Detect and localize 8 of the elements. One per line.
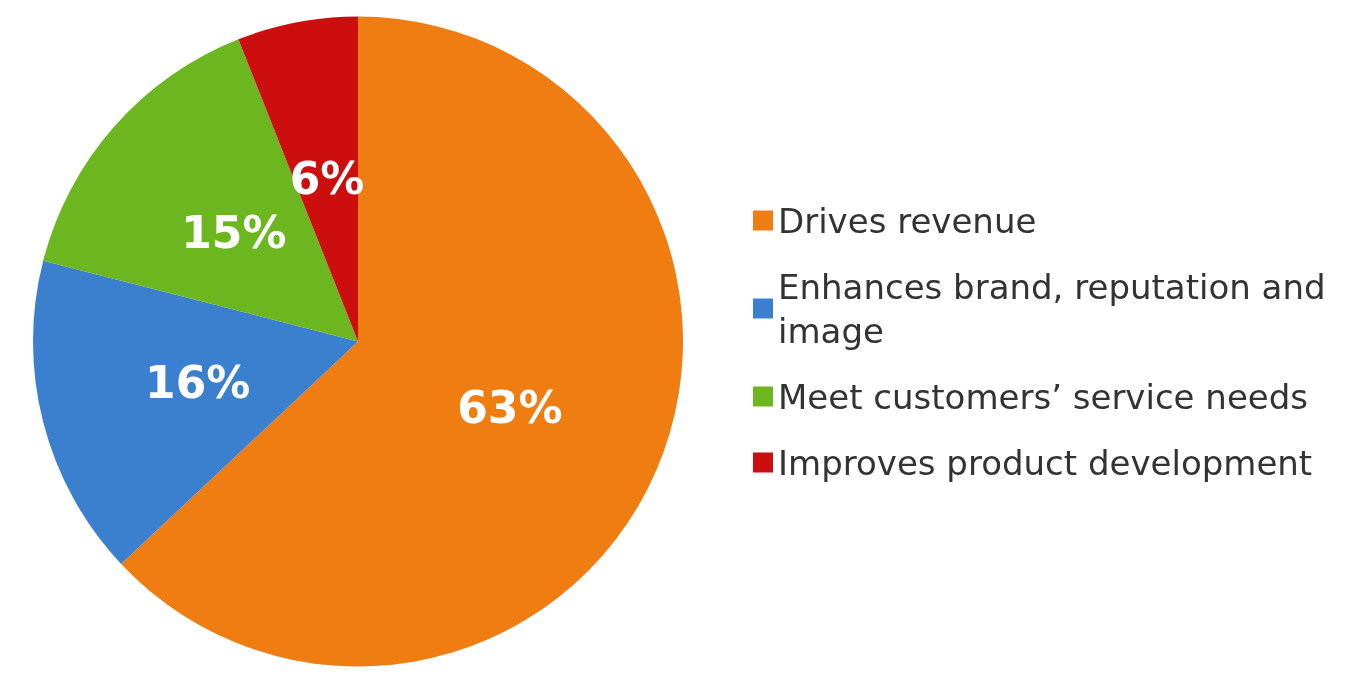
legend-label: Drives revenue [778, 200, 1037, 241]
data-label: 15% [181, 206, 287, 258]
data-label: 6% [289, 153, 365, 205]
legend-label: Enhances brand, reputation and image [778, 266, 1337, 351]
data-label: 63% [457, 381, 563, 433]
legend-label: Improves product development [778, 442, 1313, 483]
data-label: 16% [145, 357, 251, 409]
legend-label: Meet customers’ service needs [778, 376, 1309, 417]
